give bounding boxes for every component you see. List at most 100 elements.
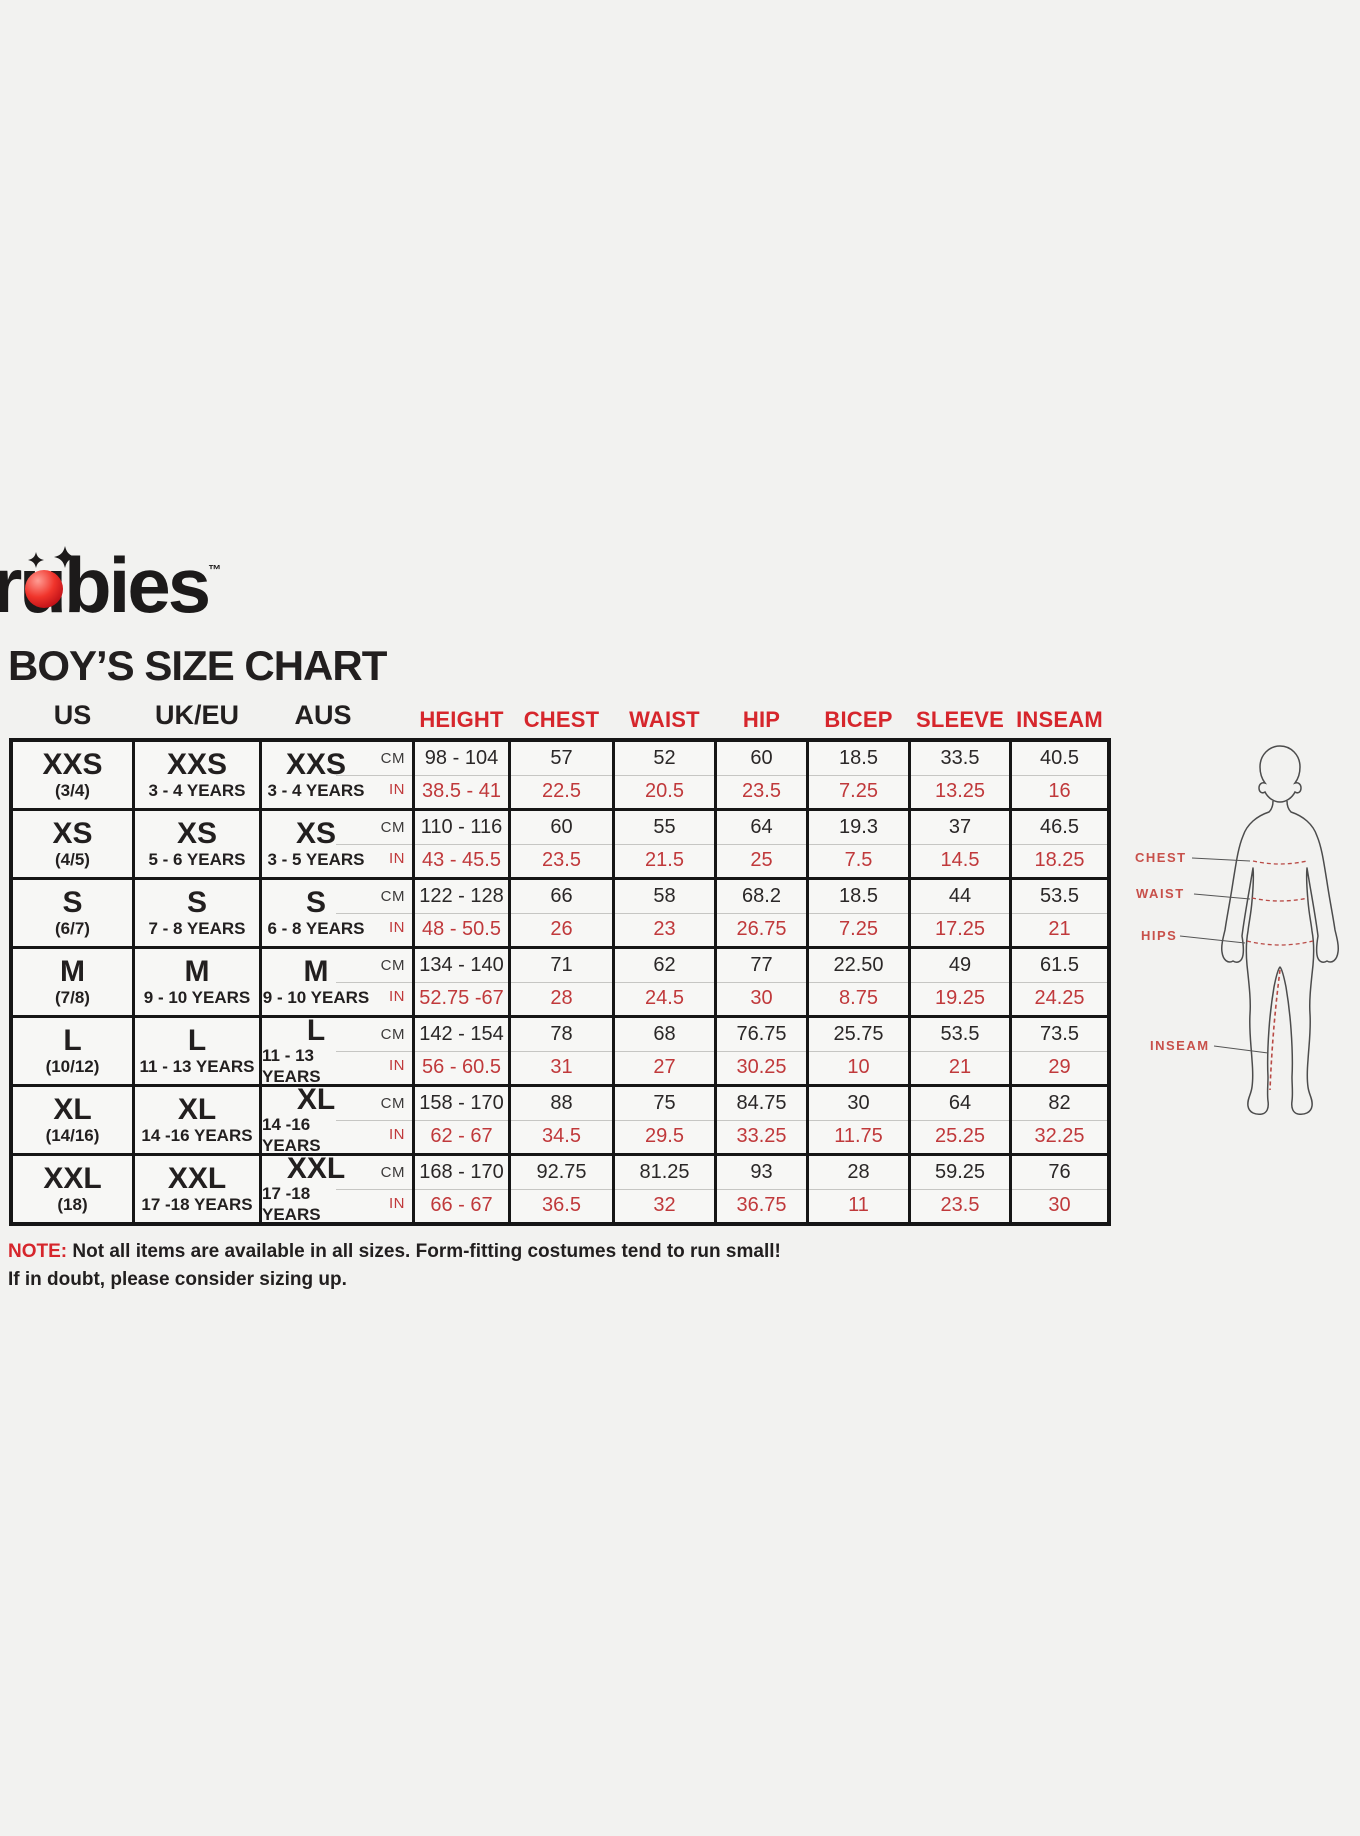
size-cell-aus: XL 14 -16 YEARS CM IN — [262, 1087, 412, 1153]
column-header-chest: CHEST — [523, 707, 600, 732]
measure-cell-bicep: 18.5 7.25 — [809, 742, 908, 808]
measure-cell-chest: 78 31 — [511, 1018, 612, 1084]
cm-value: 52 — [615, 742, 714, 776]
in-value: 21 — [1048, 918, 1071, 941]
unit-label-in: IN — [389, 919, 405, 936]
cm-value: 61.5 — [1012, 949, 1107, 983]
cm-value: 49 — [911, 949, 1009, 983]
measure-cell-bicep: 30 11.75 — [809, 1087, 908, 1153]
in-value: 30 — [750, 987, 773, 1010]
size-chart-table: XXS (3/4) XXS 3 - 4 YEARS XXS 3 - 4 YEARS CM IN… — [9, 738, 1111, 1226]
size-label: XXL — [286, 1156, 346, 1185]
cm-value: 64 — [911, 1087, 1009, 1121]
in-value: 38.5 - 41 — [422, 780, 501, 803]
size-label: L — [187, 1024, 207, 1058]
size-label: XXL — [43, 1162, 102, 1196]
in-value: 26.75 — [736, 918, 787, 941]
measure-cell-inseam: 76 30 — [1012, 1156, 1107, 1222]
in-value: 17.25 — [934, 918, 986, 941]
measure-cell-bicep: 28 11 — [809, 1156, 908, 1222]
size-label: XL — [53, 1093, 92, 1127]
size-cell-ukeu: XL 14 -16 YEARS — [135, 1087, 259, 1153]
cm-value: 110 - 116 — [415, 811, 508, 845]
measure-cell-bicep: 18.5 7.25 — [809, 880, 908, 946]
measure-cell-sleeve: 49 19.25 — [911, 949, 1009, 1015]
sparkle-icon — [28, 552, 44, 568]
size-label: S — [186, 886, 207, 920]
column-header-aus: AUS — [294, 700, 352, 730]
unit-label-in: IN — [389, 850, 405, 867]
measure-cell-chest: 92.75 36.5 — [511, 1156, 612, 1222]
measure-cell-height: 134 - 140 52.75 -67 — [415, 949, 508, 1015]
size-cell-ukeu: L 11 - 13 YEARS — [135, 1018, 259, 1084]
cm-value: 33.5 — [911, 742, 1009, 776]
column-header-height: HEIGHT — [419, 707, 504, 732]
in-value: 30 — [1048, 1194, 1071, 1217]
size-sublabel: 3 - 4 YEARS — [148, 780, 246, 800]
in-value: 7.25 — [839, 918, 878, 941]
size-sublabel: 17 -18 YEARS — [262, 1184, 321, 1222]
cm-value: 82 — [1012, 1087, 1107, 1121]
cm-value: 40.5 — [1012, 742, 1107, 776]
cm-value: 81.25 — [615, 1156, 714, 1190]
measure-cell-chest: 88 34.5 — [511, 1087, 612, 1153]
waist-label-connector — [1193, 893, 1251, 900]
in-value: 11.75 — [834, 1125, 883, 1148]
size-note: NOTE: Not all items are available in all… — [8, 1238, 781, 1293]
chest-measure-line — [1252, 860, 1308, 865]
in-value: 21.5 — [645, 849, 684, 872]
in-value: 30.25 — [736, 1056, 787, 1079]
size-label: XL — [177, 1093, 217, 1127]
measure-cell-chest: 57 22.5 — [511, 742, 612, 808]
column-header-ukeu: UK/EU — [154, 700, 239, 730]
cm-value: 18.5 — [809, 880, 908, 914]
measure-cell-height: 168 - 170 66 - 67 — [415, 1156, 508, 1222]
cm-value: 46.5 — [1012, 811, 1107, 845]
measure-cell-sleeve: 64 25.25 — [911, 1087, 1009, 1153]
size-label: XS — [52, 817, 93, 851]
cm-value: 59.25 — [911, 1156, 1009, 1190]
in-value: 16 — [1048, 780, 1071, 803]
cm-value: 92.75 — [511, 1156, 612, 1190]
unit-label-cm: CM — [380, 1026, 405, 1043]
measure-cell-height: 122 - 128 48 - 50.5 — [415, 880, 508, 946]
unit-divider-line — [336, 1120, 412, 1121]
note-line-1: NOTE: Not all items are available in all… — [8, 1238, 781, 1266]
size-sublabel: 14 -16 YEARS — [141, 1125, 253, 1145]
cm-value: 68 — [615, 1018, 714, 1052]
measure-cell-sleeve: 44 17.25 — [911, 880, 1009, 946]
in-value: 28 — [550, 987, 573, 1010]
size-sublabel: 11 - 13 YEARS — [139, 1056, 255, 1076]
unit-label-in: IN — [389, 1195, 405, 1212]
size-label: L — [63, 1024, 82, 1058]
in-value: 13.25 — [934, 780, 986, 803]
unit-divider-line — [336, 775, 412, 776]
size-cell-us: M (7/8) — [13, 949, 132, 1015]
in-value: 27 — [653, 1056, 676, 1079]
measure-cell-chest: 66 26 — [511, 880, 612, 946]
measure-cell-waist: 62 24.5 — [615, 949, 714, 1015]
in-value: 20.5 — [645, 780, 684, 803]
sparkle-icon — [54, 546, 76, 568]
in-value: 25 — [750, 849, 773, 872]
in-value: 52.75 -67 — [419, 987, 504, 1010]
cm-value: 64 — [717, 811, 806, 845]
measurement-figure: CHEST WAIST HIPS INSEAM — [1135, 745, 1339, 1115]
measure-cell-waist: 75 29.5 — [615, 1087, 714, 1153]
cm-value: 58 — [615, 880, 714, 914]
in-value: 33.25 — [736, 1125, 787, 1148]
size-sublabel: (4/5) — [55, 849, 90, 869]
size-sublabel: 9 - 10 YEARS — [262, 987, 370, 1007]
size-label: S — [62, 886, 83, 920]
unit-label-in: IN — [389, 988, 405, 1005]
size-cell-aus: XXL 17 -18 YEARS CM IN — [262, 1156, 412, 1222]
inseam-label-connector — [1213, 1045, 1269, 1054]
size-label: XXS — [285, 748, 347, 782]
size-label: XL — [296, 1087, 336, 1116]
measure-cell-sleeve: 59.25 23.5 — [911, 1156, 1009, 1222]
cm-value: 93 — [717, 1156, 806, 1190]
in-value: 26 — [550, 918, 573, 941]
waist-label: WAIST — [1136, 886, 1185, 901]
cm-value: 75 — [615, 1087, 714, 1121]
